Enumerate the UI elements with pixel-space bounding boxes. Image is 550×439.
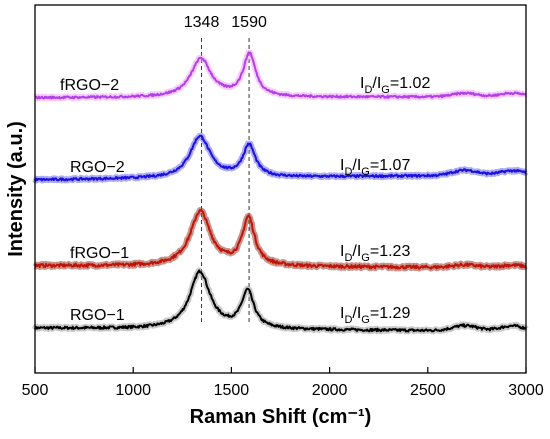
series-name-label: RGO−2: [70, 159, 125, 176]
x-axis-ticks: 500 1000 1500 2000 2500 3000: [22, 367, 544, 399]
series-name-label: RGO−1: [70, 307, 125, 324]
x-axis-title: Raman Shift (cm⁻¹): [190, 406, 372, 428]
series-name-label: fRGO−1: [70, 245, 129, 262]
series-line: [34, 269, 527, 333]
x-tick-label: 1000: [115, 382, 151, 399]
x-tick-label: 3000: [508, 382, 544, 399]
ratio-label: ID/IG=1.23: [340, 243, 410, 264]
peak-marker-group: [201, 38, 250, 322]
series-name-label: fRGO−2: [60, 77, 119, 94]
peak-label: 1590: [231, 14, 267, 31]
series-line: [34, 51, 527, 100]
x-tick-label: 500: [22, 382, 49, 399]
y-axis-title: Intensity (a.u.): [5, 121, 27, 257]
plot-frame: [34, 4, 527, 374]
x-tick-label: 1500: [214, 382, 250, 399]
x-tick-label: 2500: [410, 382, 446, 399]
ratio-label: ID/IG=1.29: [340, 305, 410, 326]
peak-label: 1348: [184, 14, 220, 31]
series-line: [34, 134, 527, 182]
label-group: RGO−1 ID/IG=1.29 fRGO−1 ID/IG=1.23 RGO−2 ID/I…: [60, 14, 430, 326]
ratio-label: ID/IG=1.02: [360, 75, 430, 96]
ratio-label: ID/IG=1.07: [340, 157, 410, 178]
series-line: [34, 209, 527, 270]
x-tick-label: 2000: [312, 382, 348, 399]
series-group: [32, 49, 529, 335]
